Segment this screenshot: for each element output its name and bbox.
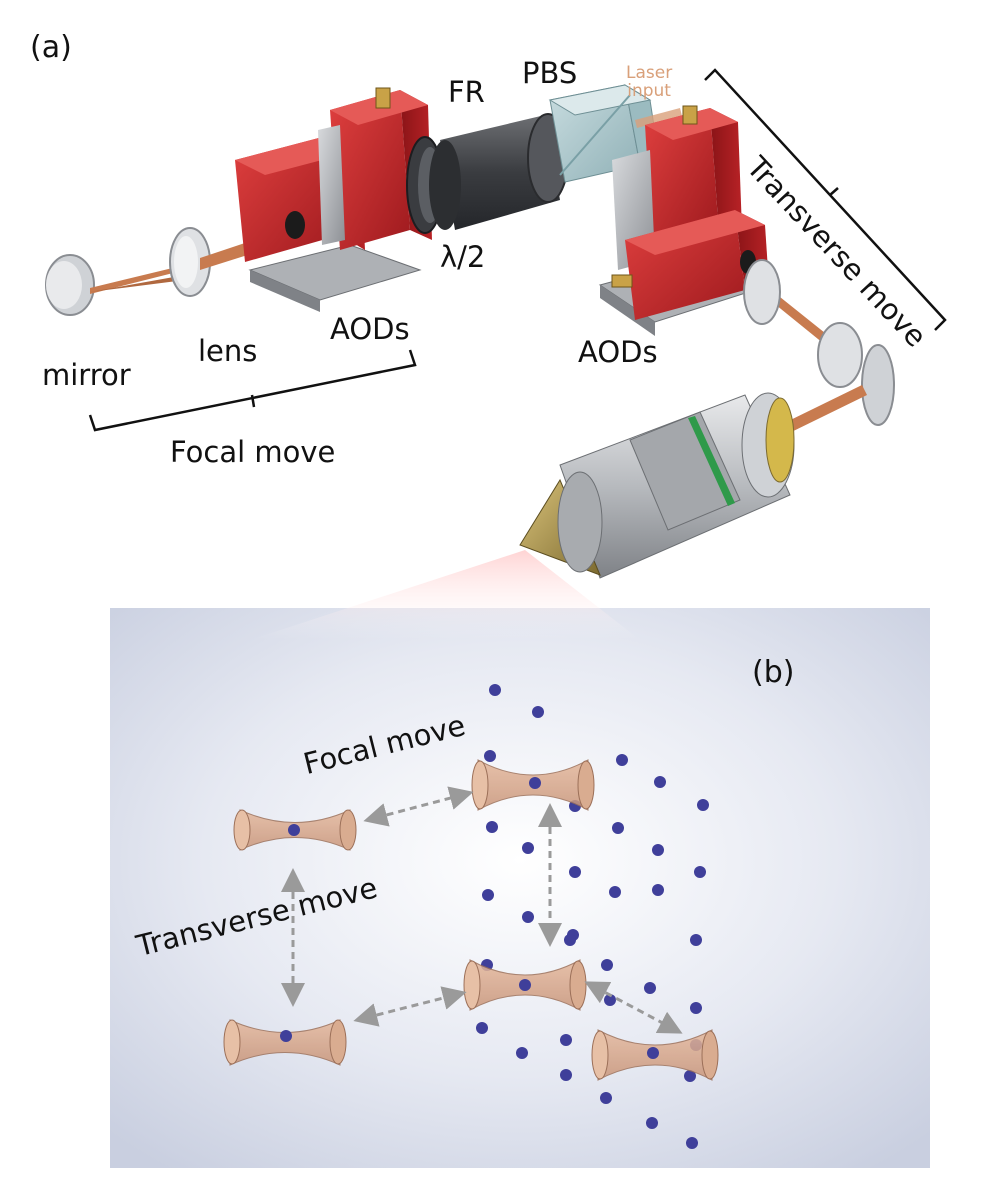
focus-cone — [250, 550, 640, 640]
tweezer-5 — [591, 1029, 719, 1081]
atom — [522, 911, 534, 923]
atom — [560, 1034, 572, 1046]
beam-mirror-objective — [770, 385, 867, 440]
atom — [484, 750, 496, 762]
atom — [644, 982, 656, 994]
mirror-right-2 — [817, 322, 863, 388]
atom — [516, 1047, 528, 1059]
atom — [482, 889, 494, 901]
tweezer-3 — [223, 1019, 347, 1066]
atom — [489, 684, 501, 696]
mirror-left — [45, 254, 95, 316]
atom — [697, 799, 709, 811]
fr-label: FR — [448, 75, 485, 109]
atom — [532, 706, 544, 718]
atom — [652, 884, 664, 896]
pbs-label: PBS — [522, 56, 578, 90]
atom — [654, 776, 666, 788]
mirror-label: mirror — [42, 358, 131, 392]
laser-input-line2: input — [627, 81, 671, 101]
atom — [486, 821, 498, 833]
aods-left-label: AODs — [330, 312, 410, 346]
atom — [690, 1002, 702, 1014]
focal-move-bracket — [88, 349, 417, 432]
tweezer-1 — [233, 809, 357, 851]
atom — [522, 842, 534, 854]
atom — [564, 934, 576, 946]
focal-move-label-a: Focal move — [170, 435, 336, 469]
laser-input-beam — [635, 108, 682, 128]
objective-lens — [519, 392, 795, 579]
optical-setup — [45, 68, 947, 579]
lens-label: lens — [198, 334, 258, 368]
atom — [600, 1092, 612, 1104]
mirror-right-1 — [743, 259, 781, 325]
panel-a-label: (a) — [30, 30, 72, 65]
atom — [686, 1137, 698, 1149]
laser-input-line1: Laser — [626, 63, 673, 83]
atom — [694, 866, 706, 878]
arrow-focal-bottom — [353, 986, 467, 1027]
move-arrows — [281, 786, 683, 1034]
tweezer-4 — [463, 959, 587, 1011]
tweezer-2 — [471, 759, 595, 811]
arrow-diagonal — [584, 981, 683, 1034]
atom — [646, 1117, 658, 1129]
atom — [690, 934, 702, 946]
atom — [601, 959, 613, 971]
atom — [612, 822, 624, 834]
aod-right-block-vertical — [612, 105, 742, 270]
aods-right-label: AODs — [578, 335, 658, 369]
lens — [169, 227, 211, 297]
atom — [609, 886, 621, 898]
mirror-right-3 — [861, 344, 895, 426]
laser-input-label: Laser input — [626, 64, 672, 100]
arrow-focal-top — [363, 786, 474, 827]
atom — [684, 1070, 696, 1082]
atom — [616, 754, 628, 766]
atom — [652, 844, 664, 856]
atom — [569, 866, 581, 878]
transverse-move-bracket — [704, 68, 947, 331]
beam-mirror-lens — [90, 265, 185, 294]
panel-b-background — [110, 608, 930, 1168]
atom — [476, 1022, 488, 1034]
atom-array — [476, 684, 709, 1149]
faraday-rotator — [429, 113, 569, 230]
half-wave-label: λ/2 — [440, 240, 486, 274]
atom — [560, 1069, 572, 1081]
panel-b-label: (b) — [752, 655, 795, 690]
